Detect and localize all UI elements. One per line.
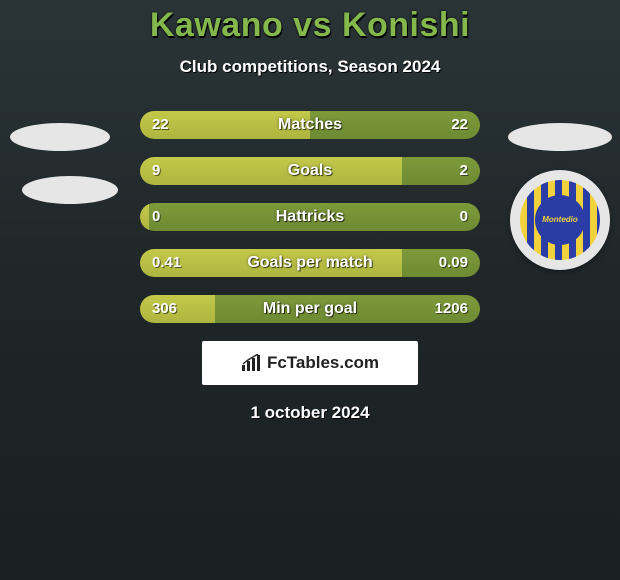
bar-track: [140, 249, 480, 277]
bar-right: [402, 157, 480, 185]
value-left: 0.41: [152, 249, 181, 277]
bar-right: [149, 203, 481, 231]
value-right: 2: [460, 157, 468, 185]
bar-track: [140, 295, 480, 323]
value-right: 22: [451, 111, 468, 139]
brand-box[interactable]: FcTables.com: [202, 341, 418, 385]
comparison-row: 00Hattricks: [0, 203, 620, 231]
value-left: 0: [152, 203, 160, 231]
date-label: 1 october 2024: [0, 403, 620, 423]
page-title: Kawano vs Konishi: [0, 6, 620, 45]
value-left: 9: [152, 157, 160, 185]
content: Kawano vs Konishi Club competitions, Sea…: [0, 0, 620, 423]
bar-track: [140, 157, 480, 185]
bar-left: [140, 157, 402, 185]
bar-track: [140, 203, 480, 231]
bar-track: [140, 111, 480, 139]
subtitle: Club competitions, Season 2024: [0, 57, 620, 77]
value-right: 0.09: [439, 249, 468, 277]
bar-left: [140, 203, 149, 231]
comparison-row: 0.410.09Goals per match: [0, 249, 620, 277]
brand-text: FcTables.com: [267, 353, 379, 373]
comparison-row: 92Goals: [0, 157, 620, 185]
value-right: 1206: [435, 295, 468, 323]
chart-icon: [241, 354, 263, 372]
value-right: 0: [460, 203, 468, 231]
comparison-row: 3061206Min per goal: [0, 295, 620, 323]
value-left: 22: [152, 111, 169, 139]
comparison-row: 2222Matches: [0, 111, 620, 139]
value-left: 306: [152, 295, 177, 323]
